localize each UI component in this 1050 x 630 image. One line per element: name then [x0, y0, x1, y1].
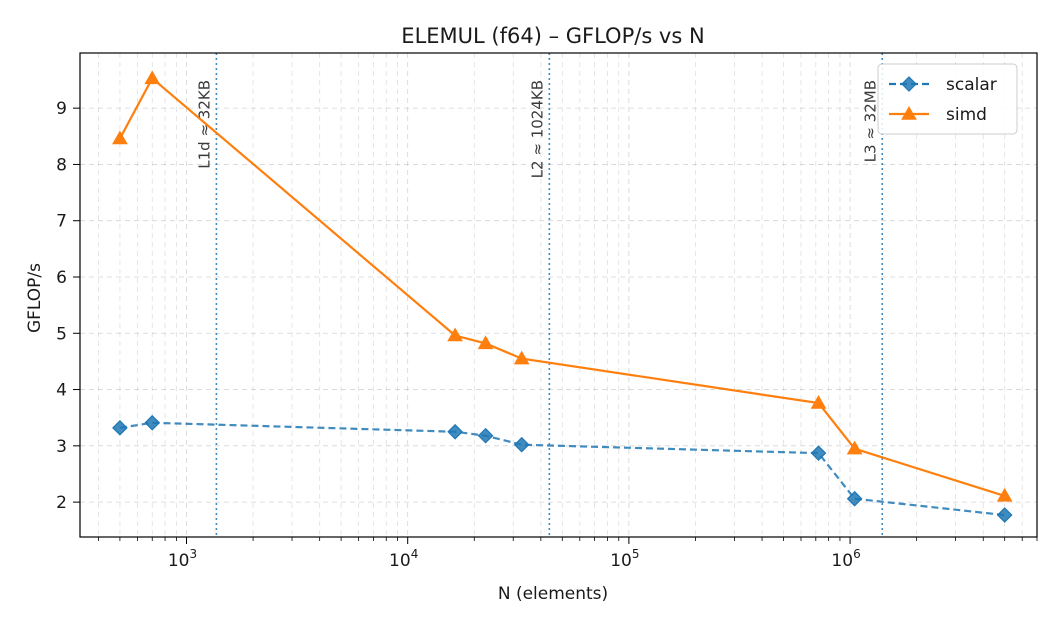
x-tick-label: 103 — [168, 547, 197, 571]
y-tick-label: 5 — [56, 324, 67, 344]
y-axis-label: GFLOP/s — [25, 263, 45, 333]
cache-line-label: L1d ≈ 32KB — [195, 80, 213, 169]
legend: scalar simd — [877, 63, 1018, 135]
y-tick-label: 3 — [56, 437, 67, 457]
simd-point — [477, 335, 494, 350]
scalar-point — [846, 490, 863, 507]
scalar-point — [996, 507, 1013, 523]
x-axis-label: N (elements) — [498, 584, 608, 604]
y-tick-label: 7 — [56, 212, 67, 232]
simd-point — [513, 350, 530, 365]
series — [112, 70, 1013, 523]
chart-title: ELEMUL (f64) – GFLOP/s vs N — [401, 24, 704, 48]
simd-point — [447, 327, 463, 342]
simd-point — [846, 440, 863, 455]
series-scalar — [112, 414, 1013, 523]
ticks: 103 104 105 106 2 3 4 5 6 7 8 9 — [56, 99, 1038, 571]
simd-point — [112, 130, 128, 145]
cache-size-lines: L1d ≈ 32KB L2 ≈ 1024KB L3 ≈ 32MB — [195, 53, 884, 537]
simd-line — [118, 76, 1006, 497]
scalar-point — [810, 445, 827, 461]
x-tick-label: 105 — [610, 547, 639, 571]
scalar-point — [144, 414, 161, 431]
legend-simd-marker — [901, 105, 917, 120]
legend-scalar-label: scalar — [946, 75, 997, 95]
scalar-point — [112, 419, 128, 436]
plot-frame — [79, 52, 1038, 538]
scalar-point — [477, 427, 494, 444]
simd-point — [810, 395, 827, 409]
legend-simd-label: simd — [946, 105, 987, 125]
scalar-point — [513, 436, 530, 453]
legend-scalar-marker — [901, 76, 917, 92]
y-tick-label: 4 — [56, 381, 67, 401]
simd-point — [144, 70, 161, 85]
scalar-point — [447, 423, 463, 440]
y-tick-label: 8 — [56, 155, 67, 175]
scalar-line — [119, 421, 1005, 517]
y-tick-label: 6 — [56, 268, 67, 288]
cache-line-label: L3 ≈ 32MB — [861, 80, 879, 162]
y-tick-label: 9 — [56, 99, 67, 119]
y-tick-label: 2 — [56, 493, 67, 513]
cache-line-label: L2 ≈ 1024KB — [528, 80, 546, 178]
x-tick-label: 106 — [831, 547, 860, 571]
series-simd — [112, 70, 1013, 502]
simd-point — [996, 487, 1013, 502]
x-tick-label: 104 — [389, 547, 418, 571]
